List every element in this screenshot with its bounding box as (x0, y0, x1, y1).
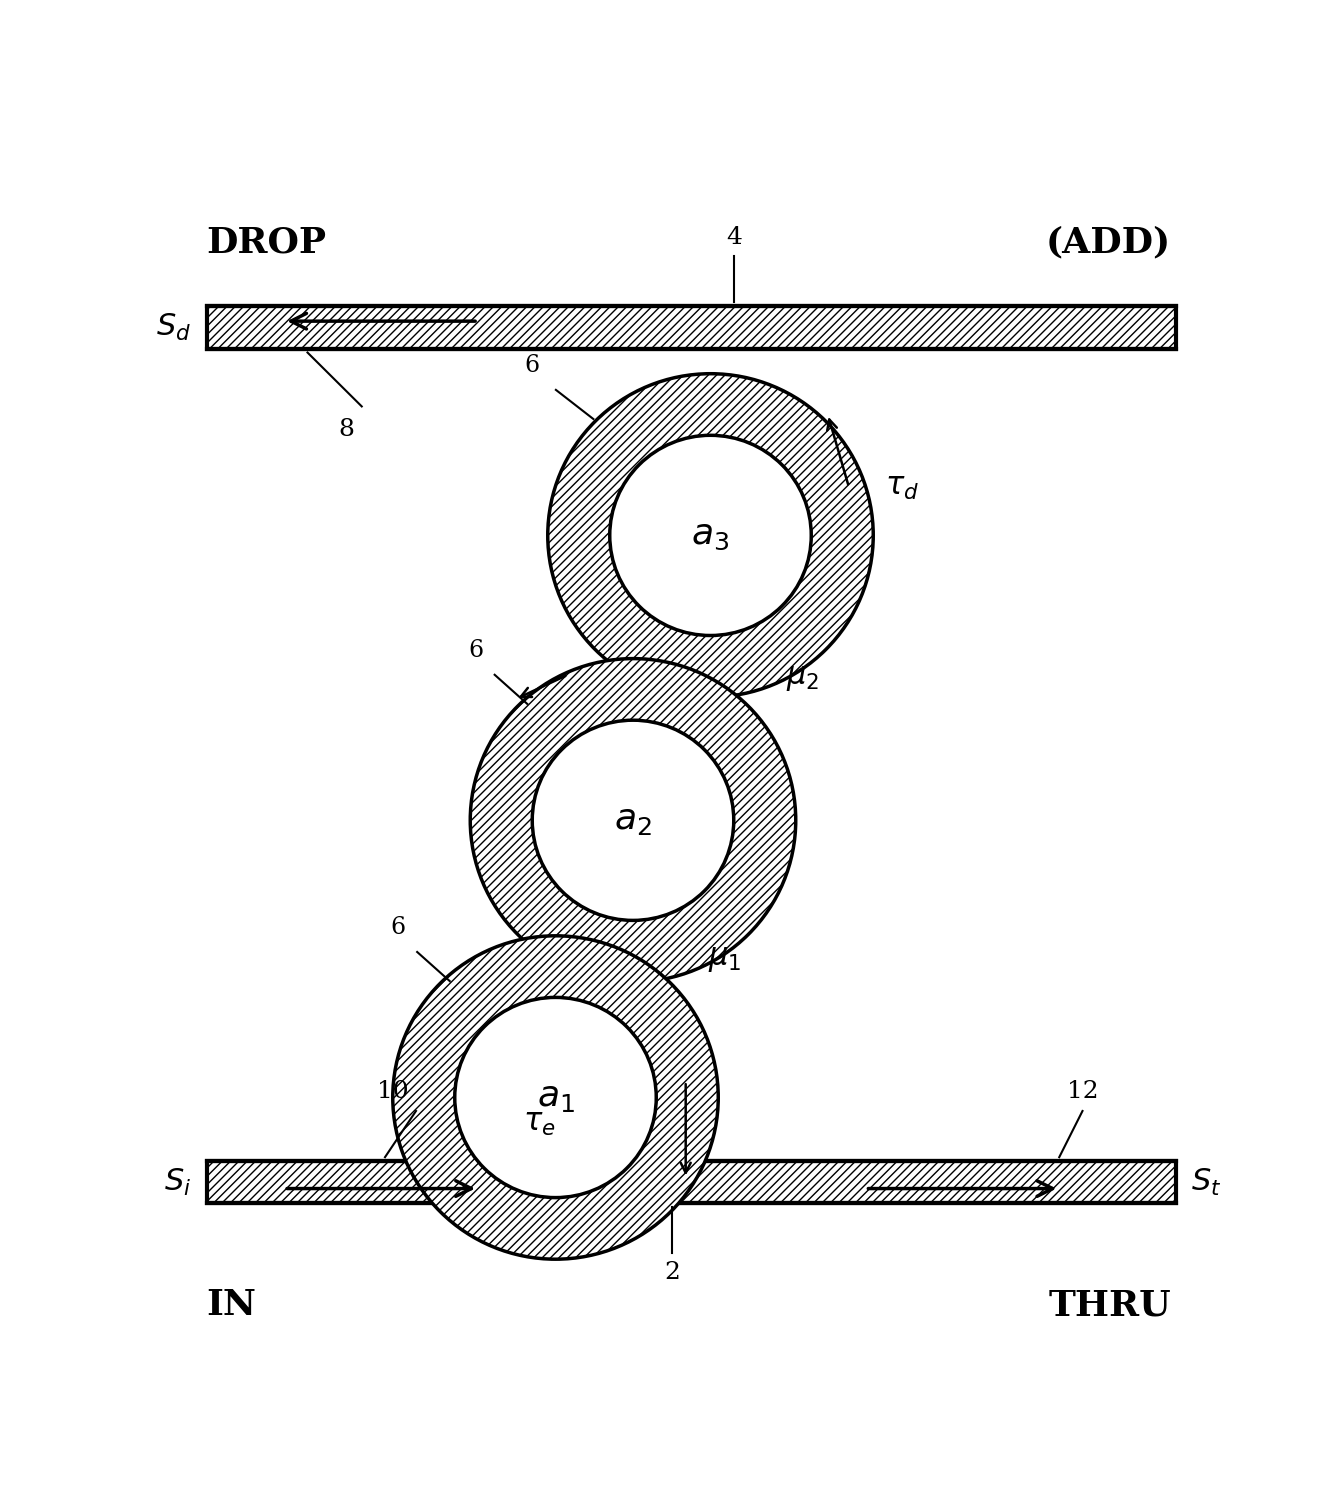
Circle shape (610, 435, 812, 636)
Text: DROP: DROP (207, 226, 327, 260)
Text: $\mu_1$: $\mu_1$ (708, 944, 742, 974)
Text: $S_d$: $S_d$ (156, 313, 191, 343)
Text: $a_2$: $a_2$ (614, 803, 652, 838)
Text: 2: 2 (664, 1261, 680, 1284)
Circle shape (532, 720, 734, 921)
Text: 6: 6 (468, 639, 484, 661)
Text: (ADD): (ADD) (1046, 226, 1171, 260)
Circle shape (392, 936, 718, 1259)
Text: $a_1$: $a_1$ (536, 1081, 574, 1114)
Circle shape (392, 936, 718, 1259)
Circle shape (470, 658, 796, 982)
Text: 10: 10 (376, 1080, 409, 1104)
Text: $S_t$: $S_t$ (1191, 1167, 1222, 1197)
Bar (207, 1161, 1176, 1203)
Text: THRU: THRU (1048, 1288, 1171, 1323)
Text: 4: 4 (726, 225, 742, 249)
Text: 12: 12 (1067, 1080, 1098, 1104)
Text: 6: 6 (524, 353, 539, 378)
Text: $\tau_e$: $\tau_e$ (523, 1107, 555, 1139)
Text: IN: IN (207, 1288, 257, 1323)
Circle shape (548, 373, 874, 698)
Text: 8: 8 (339, 418, 355, 441)
Bar (207, 307, 1176, 349)
Circle shape (548, 373, 874, 698)
Circle shape (454, 998, 656, 1197)
Text: $\tau_d$: $\tau_d$ (884, 471, 919, 503)
Text: 6: 6 (391, 917, 406, 939)
Text: $S_i$: $S_i$ (164, 1167, 191, 1197)
Text: $\mu_2$: $\mu_2$ (786, 663, 818, 693)
Text: $a_3$: $a_3$ (691, 518, 730, 553)
Circle shape (470, 658, 796, 982)
